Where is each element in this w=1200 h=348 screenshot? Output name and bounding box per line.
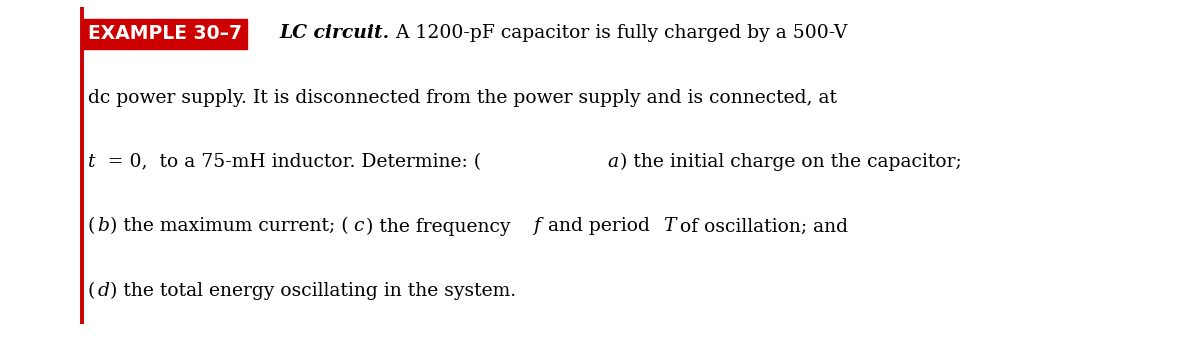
Text: (: ( <box>88 218 95 236</box>
Text: d: d <box>97 282 109 300</box>
Text: A 1200-pF capacitor is fully charged by a 500-V: A 1200-pF capacitor is fully charged by … <box>390 24 847 42</box>
Text: ) the frequency: ) the frequency <box>366 218 516 236</box>
Text: ) the total energy oscillating in the system.: ) the total energy oscillating in the sy… <box>110 282 516 300</box>
Text: (: ( <box>88 282 95 300</box>
Text: = 0,  to a 75-mH inductor. Determine: (: = 0, to a 75-mH inductor. Determine: ( <box>104 153 481 171</box>
Text: ) the maximum current; (: ) the maximum current; ( <box>110 218 349 236</box>
Text: a: a <box>607 153 618 171</box>
Text: T: T <box>664 218 676 236</box>
Text: of oscillation; and: of oscillation; and <box>674 218 848 236</box>
Text: b: b <box>97 218 109 236</box>
Text: dc power supply. It is disconnected from the power supply and is connected, at: dc power supply. It is disconnected from… <box>88 89 836 107</box>
Text: f: f <box>533 218 540 236</box>
Text: and period: and period <box>542 218 656 236</box>
Text: LC circuit.: LC circuit. <box>280 24 390 42</box>
Text: t: t <box>88 153 95 171</box>
Text: c: c <box>353 218 364 236</box>
Text: EXAMPLE 30–7: EXAMPLE 30–7 <box>88 24 241 44</box>
Text: ) the initial charge on the capacitor;: ) the initial charge on the capacitor; <box>620 153 962 171</box>
